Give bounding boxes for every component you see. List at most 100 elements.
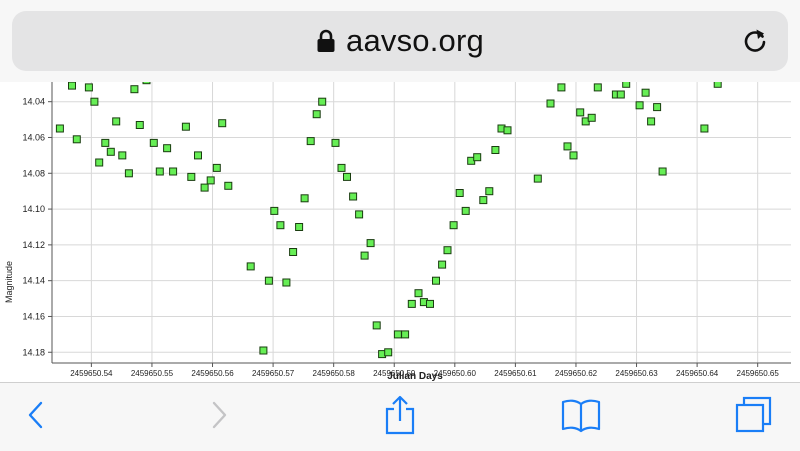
y-tick-label: 14.04: [22, 97, 45, 107]
browser-toolbar: [0, 382, 800, 451]
data-point: [218, 119, 227, 128]
data-point: [432, 276, 440, 285]
y-tick-label: 14.12: [22, 240, 45, 250]
share-button[interactable]: [376, 395, 424, 439]
data-point: [135, 121, 144, 129]
data-point: [593, 83, 602, 92]
x-tick-label: 2459650.65: [737, 369, 780, 378]
data-point: [282, 278, 291, 287]
data-point: [246, 262, 255, 271]
grid: [52, 82, 791, 363]
share-icon: [383, 395, 417, 440]
data-point: [616, 90, 625, 99]
x-tick-label: 2459650.62: [555, 369, 598, 378]
reload-icon[interactable]: [742, 27, 768, 55]
y-tick-label: 14.14: [22, 276, 45, 286]
data-point: [587, 113, 596, 122]
data-point: [289, 248, 298, 256]
x-tick-label: 2459650.57: [252, 369, 295, 378]
tabs-icon: [734, 395, 774, 440]
tabs-button[interactable]: [730, 395, 778, 439]
back-button[interactable]: [12, 395, 60, 439]
data-point: [331, 138, 340, 147]
tick-labels: 2459650.54 2459650.55 2459650.56 2459650.57…: [22, 97, 779, 378]
y-tick-label: 14.10: [22, 204, 45, 214]
chart-svg: 2459650.54 2459650.55 2459650.56 2459650.57…: [4, 82, 791, 382]
data-point: [576, 108, 585, 117]
data-point: [384, 348, 393, 357]
data-point: [149, 138, 158, 147]
data-point: [130, 85, 139, 94]
data-point: [200, 183, 209, 192]
data-point: [259, 346, 268, 355]
lock-icon: [316, 29, 336, 53]
data-point: [563, 142, 572, 151]
data-point: [142, 82, 151, 85]
chevron-left-icon: [26, 400, 46, 435]
data-point: [569, 151, 578, 160]
data-point: [653, 103, 662, 112]
address-bar[interactable]: aavso.org: [12, 11, 788, 71]
data-point: [360, 251, 369, 260]
data-point: [112, 117, 121, 126]
data-point: [393, 330, 402, 339]
data-point: [84, 83, 93, 92]
url-text: aavso.org: [346, 23, 484, 58]
light-curve-chart: 2459650.54 2459650.55 2459650.56 2459650.57…: [0, 82, 800, 382]
data-point: [101, 138, 110, 147]
data-point: [641, 88, 650, 97]
data-point: [443, 246, 452, 255]
y-axis-label: Magnitude: [4, 261, 14, 303]
x-tick-label: 2459650.61: [494, 369, 537, 378]
data-point: [337, 163, 346, 172]
axes: [48, 82, 791, 367]
data-point: [155, 167, 164, 176]
x-tick-label: 2459650.60: [434, 369, 477, 378]
data-point: [276, 221, 285, 230]
data-point: [647, 117, 656, 126]
data-point: [557, 83, 566, 92]
x-tick-label: 2459650.54: [70, 369, 113, 378]
data-point: [473, 153, 482, 162]
data-point: [318, 97, 327, 106]
data-point: [270, 206, 279, 215]
x-tick-label: 2459650.56: [191, 369, 234, 378]
data-point: [449, 221, 458, 230]
y-tick-label: 14.16: [22, 311, 45, 321]
data-point: [68, 82, 76, 90]
data-point: [212, 163, 221, 172]
y-tick-label: 14.06: [22, 132, 45, 142]
data-point: [106, 147, 115, 156]
data-point: [658, 167, 667, 176]
data-point: [264, 276, 273, 285]
book-icon: [560, 397, 602, 438]
data-point: [118, 151, 127, 160]
url-display[interactable]: aavso.org: [12, 11, 788, 71]
data-point: [95, 158, 104, 167]
data-point: [224, 181, 233, 190]
y-tick-label: 14.08: [22, 168, 45, 178]
data-point: [401, 330, 410, 339]
data-point: [206, 176, 215, 185]
data-point: [306, 137, 315, 146]
data-point: [349, 192, 358, 201]
data-point: [124, 169, 133, 178]
y-tick-label: 14.18: [22, 347, 45, 357]
data-points: [55, 82, 722, 359]
x-tick-label: 2459650.55: [131, 369, 174, 378]
forward-button[interactable]: [195, 395, 243, 439]
data-point: [533, 174, 542, 183]
data-point: [295, 223, 304, 231]
data-point: [461, 206, 470, 215]
data-point: [343, 172, 351, 181]
data-point: [194, 151, 202, 160]
data-point: [546, 99, 555, 108]
data-point: [485, 187, 494, 196]
x-tick-label: 2459650.59: [373, 369, 416, 378]
x-axis-label: Julian Days: [387, 371, 443, 382]
bookmarks-button[interactable]: [557, 395, 605, 439]
x-tick-label: 2459650.64: [676, 369, 719, 378]
data-point: [372, 321, 381, 330]
data-point: [635, 101, 644, 110]
data-point: [407, 299, 416, 308]
